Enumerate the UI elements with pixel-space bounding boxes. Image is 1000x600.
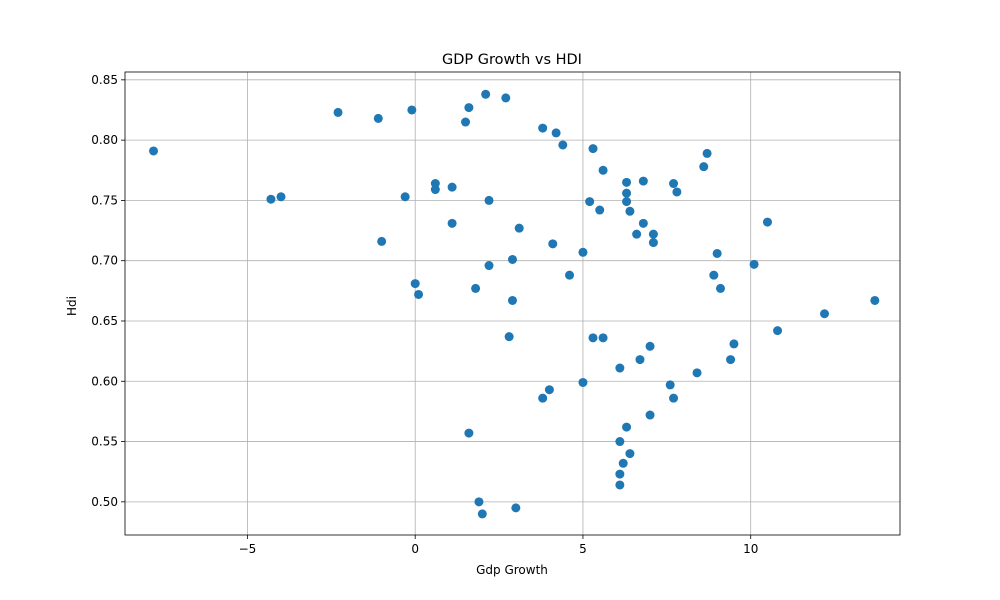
data-point xyxy=(266,194,276,204)
data-point xyxy=(773,326,783,336)
data-point xyxy=(377,236,387,246)
y-axis-label: Hdi xyxy=(65,296,79,316)
data-point xyxy=(551,128,561,138)
data-point xyxy=(508,295,517,305)
data-point xyxy=(538,393,548,403)
data-point xyxy=(585,197,595,207)
y-tick-label: 0.60 xyxy=(91,374,118,388)
data-point xyxy=(501,93,511,103)
data-point xyxy=(615,480,625,490)
data-point xyxy=(625,206,635,216)
y-tick-label: 0.50 xyxy=(91,495,118,509)
data-point xyxy=(481,89,491,99)
data-point xyxy=(635,355,645,365)
data-point xyxy=(712,248,722,258)
data-point xyxy=(430,185,440,195)
data-point xyxy=(669,179,679,189)
data-point xyxy=(447,182,457,192)
data-point xyxy=(622,197,632,207)
data-point xyxy=(461,117,471,127)
data-point xyxy=(471,283,481,293)
data-point xyxy=(615,437,625,447)
data-point xyxy=(870,295,880,305)
data-point xyxy=(400,192,410,202)
data-point xyxy=(538,123,548,133)
data-point xyxy=(544,385,554,395)
data-point xyxy=(692,368,702,378)
data-point xyxy=(669,393,679,403)
data-point xyxy=(414,289,424,299)
data-point xyxy=(638,176,648,186)
data-point xyxy=(615,363,625,373)
data-point xyxy=(373,113,383,123)
data-point xyxy=(749,259,759,269)
data-point xyxy=(548,239,558,249)
data-point xyxy=(709,270,719,280)
data-points xyxy=(149,89,880,519)
data-point xyxy=(729,339,739,349)
data-point xyxy=(484,195,494,205)
data-point xyxy=(615,469,625,479)
data-point xyxy=(588,144,598,154)
data-point xyxy=(407,105,417,115)
y-tick-label: 0.85 xyxy=(91,73,118,87)
data-point xyxy=(410,279,420,289)
axis-ticks: −5 0 5 10 0.50 0.55 0.60 0.65 0.70 0.75 0.80 0.85 xyxy=(91,73,758,556)
x-tick-label: 0 xyxy=(411,542,419,556)
data-point xyxy=(625,449,635,459)
data-point xyxy=(598,165,608,175)
data-point xyxy=(820,309,830,319)
data-point xyxy=(477,509,487,519)
data-point xyxy=(632,229,642,239)
data-point xyxy=(595,205,605,215)
data-point xyxy=(447,218,457,228)
data-point xyxy=(149,146,159,156)
data-point xyxy=(558,140,568,150)
data-point xyxy=(484,261,494,271)
y-tick-label: 0.55 xyxy=(91,435,118,449)
plot-frame xyxy=(124,71,901,536)
data-point xyxy=(598,333,608,343)
data-point xyxy=(565,270,575,280)
data-point xyxy=(276,192,286,202)
data-point xyxy=(648,229,658,239)
y-tick-label: 0.70 xyxy=(91,254,118,268)
data-point xyxy=(645,341,655,351)
data-point xyxy=(464,103,474,113)
data-point xyxy=(474,497,484,507)
data-point xyxy=(622,177,632,187)
data-point xyxy=(618,458,628,468)
data-point xyxy=(622,188,632,198)
y-tick-label: 0.80 xyxy=(91,133,118,147)
y-tick-label: 0.65 xyxy=(91,314,118,328)
data-point xyxy=(578,247,588,257)
data-point xyxy=(648,238,658,248)
x-tick-label: 5 xyxy=(579,542,587,556)
data-point xyxy=(333,107,343,117)
data-point xyxy=(504,332,514,342)
data-point xyxy=(716,283,726,293)
data-point xyxy=(511,503,521,513)
data-point xyxy=(702,148,712,158)
data-point xyxy=(672,187,682,197)
data-point xyxy=(699,162,709,172)
chart-title: GDP Growth vs HDI xyxy=(442,52,582,68)
data-point xyxy=(645,410,655,420)
x-tick-label: 10 xyxy=(743,542,758,556)
data-point xyxy=(464,428,474,438)
data-point xyxy=(638,218,648,228)
data-point xyxy=(508,254,517,264)
x-axis-label: Gdp Growth xyxy=(476,563,548,577)
data-point xyxy=(726,355,736,365)
data-point xyxy=(665,380,675,390)
data-point xyxy=(622,422,632,432)
data-point xyxy=(578,377,588,387)
data-point xyxy=(588,333,598,343)
data-point xyxy=(514,223,524,233)
y-tick-label: 0.75 xyxy=(91,193,118,207)
data-point xyxy=(762,217,772,227)
x-tick-label: −5 xyxy=(239,542,257,556)
